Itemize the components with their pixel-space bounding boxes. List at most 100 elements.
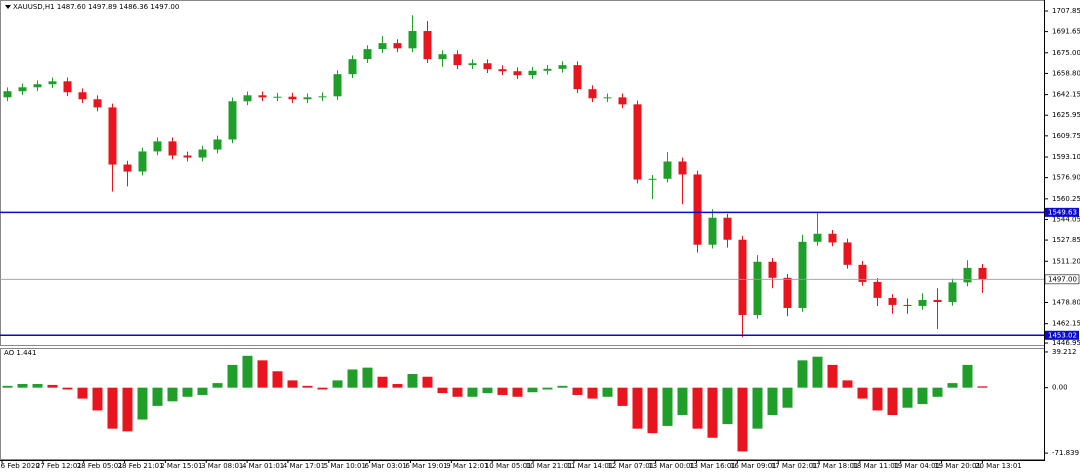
- ao-bar: [962, 364, 973, 388]
- candle-body: [483, 63, 492, 70]
- chart-title: XAUUSD,H1 1487.60 1497.89 1486.36 1497.0…: [13, 3, 179, 11]
- candle-body: [858, 264, 867, 282]
- ao-bar: [767, 387, 778, 415]
- menu-arrow[interactable]: [5, 5, 11, 9]
- candle-body: [903, 304, 912, 306]
- candle-body: [708, 217, 717, 245]
- y-tick-label: 39.212: [1052, 348, 1077, 356]
- ao-bar: [722, 387, 733, 425]
- candle-body: [213, 139, 222, 150]
- candle-body: [963, 267, 972, 283]
- candle-body: [333, 74, 342, 97]
- candle-body: [678, 161, 687, 175]
- ao-bar: [152, 387, 163, 406]
- candle-body: [123, 164, 132, 172]
- ao-bar: [482, 387, 493, 394]
- ao-bar: [527, 387, 538, 393]
- ao-bar: [197, 387, 208, 395]
- candle-body: [408, 31, 417, 49]
- candle-body: [738, 239, 747, 315]
- ao-bar: [77, 387, 88, 399]
- y-tick-label: 1675.00: [1052, 49, 1080, 57]
- ao-bar: [977, 386, 988, 388]
- candle-body: [108, 107, 117, 165]
- candle-body: [543, 68, 552, 71]
- ao-bar: [602, 387, 613, 397]
- ao-bar: [872, 387, 883, 411]
- candle-body: [783, 277, 792, 308]
- ao-bar: [47, 384, 58, 388]
- level-label-box: [1045, 330, 1079, 340]
- ao-bar: [227, 364, 238, 388]
- candle-body: [813, 233, 822, 242]
- x-tick-label: 19 Mar 20:01: [934, 462, 981, 470]
- candle-body: [63, 81, 72, 93]
- candle-body: [888, 297, 897, 305]
- ao-bar: [887, 387, 898, 415]
- candle-body: [948, 282, 957, 302]
- y-tick-label: -71.839: [1052, 449, 1079, 457]
- ao-bar: [932, 387, 943, 397]
- candle-body: [18, 87, 27, 92]
- ao-bar: [452, 387, 463, 397]
- ao-bar: [917, 387, 928, 405]
- candle-body: [723, 217, 732, 240]
- candle-body: [78, 92, 87, 100]
- candle-body: [693, 174, 702, 245]
- level-label-box: [1045, 207, 1079, 217]
- candle-body: [423, 31, 432, 60]
- ao-bar: [662, 387, 673, 426]
- ao-bar: [347, 369, 358, 388]
- ao-bar: [617, 387, 628, 406]
- ao-bar: [587, 387, 598, 399]
- y-tick-label: 1446.95: [1052, 339, 1080, 347]
- ao-bar: [812, 356, 823, 388]
- candle-body: [768, 261, 777, 278]
- y-tick-label: 1478.80: [1052, 298, 1080, 306]
- ao-bar: [302, 385, 313, 388]
- x-tick-label: 9 Mar 12:01: [446, 462, 488, 470]
- x-tick-label: 3 Mar 08:01: [201, 462, 243, 470]
- y-tick-label: 1609.75: [1052, 132, 1080, 140]
- x-tick-label: 10 Mar 05:01: [485, 462, 532, 470]
- ao-bar: [947, 383, 958, 388]
- ao-bar: [707, 387, 718, 438]
- ao-bar: [392, 384, 403, 388]
- candle-body: [558, 65, 567, 69]
- y-tick-label: 1593.10: [1052, 153, 1080, 161]
- candle-body: [228, 101, 237, 140]
- candle-body: [438, 54, 447, 60]
- ao-bar: [332, 380, 343, 388]
- candle-body: [3, 91, 12, 98]
- candle-body: [468, 63, 477, 66]
- candle-body: [573, 65, 582, 90]
- ao-title: AO 1.441: [4, 349, 36, 357]
- ao-bar: [752, 387, 763, 429]
- y-tick-label: 1527.85: [1052, 236, 1080, 244]
- y-tick-label: 1511.20: [1052, 257, 1080, 265]
- last-price-box: [1044, 274, 1080, 285]
- y-tick-label: 1625.95: [1052, 111, 1080, 119]
- x-tick-label: 16 Mar 09:01: [730, 462, 777, 470]
- candle-body: [243, 95, 252, 102]
- x-tick-label: 11 Mar 14:01: [567, 462, 614, 470]
- candle-body: [93, 99, 102, 108]
- candle-body: [138, 151, 147, 172]
- ao-bar: [827, 364, 838, 388]
- ao-bar: [902, 387, 913, 408]
- ao-bar: [2, 385, 13, 388]
- ao-bar: [122, 387, 133, 432]
- x-tick-label: 4 Mar 01:01: [242, 462, 284, 470]
- candle-body: [588, 89, 597, 99]
- ao-bar: [62, 387, 73, 390]
- x-tick-label: 2 Mar 15:01: [160, 462, 202, 470]
- ao-bar: [842, 380, 853, 388]
- x-tick-label: 6 Mar 03:01: [365, 462, 407, 470]
- candle-body: [168, 141, 177, 156]
- candle-body: [153, 141, 162, 152]
- ao-bar: [212, 383, 223, 388]
- x-tick-label: 13 Mar 16:01: [689, 462, 736, 470]
- ao-bar: [317, 387, 328, 390]
- ao-bar: [782, 387, 793, 408]
